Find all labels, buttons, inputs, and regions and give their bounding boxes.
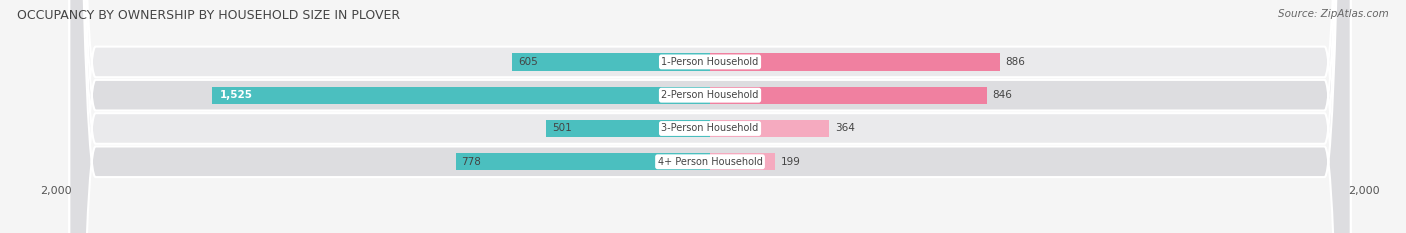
Text: 2-Person Household: 2-Person Household [661, 90, 759, 100]
Text: 1,525: 1,525 [219, 90, 253, 100]
Text: 886: 886 [1005, 57, 1025, 67]
Text: 501: 501 [553, 123, 572, 134]
Text: 364: 364 [835, 123, 855, 134]
Text: 4+ Person Household: 4+ Person Household [658, 157, 762, 167]
Text: 778: 778 [461, 157, 481, 167]
FancyBboxPatch shape [69, 0, 1351, 233]
Bar [710, 86, 987, 104]
Bar [456, 153, 710, 170]
FancyBboxPatch shape [69, 0, 1351, 233]
Bar [547, 120, 710, 137]
FancyBboxPatch shape [69, 0, 1351, 233]
Bar [710, 53, 1000, 71]
Text: 605: 605 [519, 57, 538, 67]
Text: 199: 199 [780, 157, 801, 167]
Text: OCCUPANCY BY OWNERSHIP BY HOUSEHOLD SIZE IN PLOVER: OCCUPANCY BY OWNERSHIP BY HOUSEHOLD SIZE… [17, 9, 399, 22]
Bar [710, 120, 830, 137]
Bar [512, 53, 710, 71]
FancyBboxPatch shape [69, 0, 1351, 233]
Bar [710, 153, 775, 170]
Bar [211, 86, 710, 104]
Text: 846: 846 [993, 90, 1012, 100]
Text: 1-Person Household: 1-Person Household [661, 57, 759, 67]
Text: 3-Person Household: 3-Person Household [661, 123, 759, 134]
Text: Source: ZipAtlas.com: Source: ZipAtlas.com [1278, 9, 1389, 19]
